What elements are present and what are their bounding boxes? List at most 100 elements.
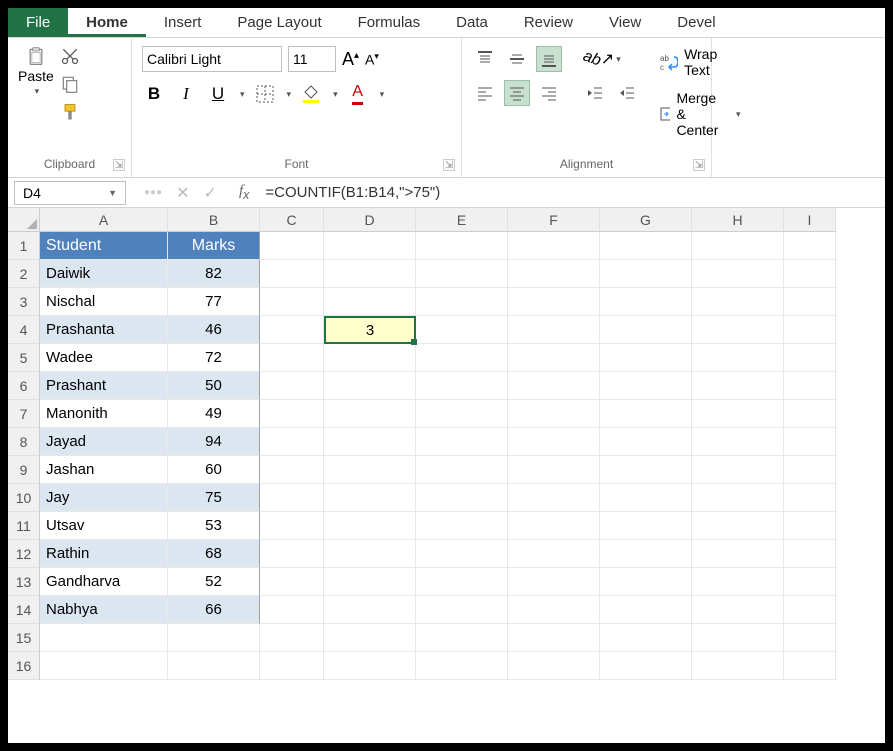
- cell-I5[interactable]: [784, 344, 836, 372]
- cell-A5[interactable]: Wadee: [40, 344, 168, 372]
- cell-F4[interactable]: [508, 316, 600, 344]
- cell-H6[interactable]: [692, 372, 784, 400]
- cell-C16[interactable]: [260, 652, 324, 680]
- cell-A3[interactable]: Nischal: [40, 288, 168, 316]
- cell-F14[interactable]: [508, 596, 600, 624]
- cell-C15[interactable]: [260, 624, 324, 652]
- cell-D7[interactable]: [324, 400, 416, 428]
- fx-button[interactable]: fx: [229, 183, 259, 202]
- cell-F12[interactable]: [508, 540, 600, 568]
- cell-B7[interactable]: 49: [168, 400, 260, 428]
- cell-C2[interactable]: [260, 260, 324, 288]
- menu-file[interactable]: File: [8, 8, 68, 37]
- increase-font-button[interactable]: A▴: [342, 49, 359, 70]
- cell-C1[interactable]: [260, 232, 324, 260]
- cell-C14[interactable]: [260, 596, 324, 624]
- column-header-A[interactable]: A: [40, 208, 168, 232]
- cell-D3[interactable]: [324, 288, 416, 316]
- cell-G5[interactable]: [600, 344, 692, 372]
- cell-D2[interactable]: [324, 260, 416, 288]
- cell-C13[interactable]: [260, 568, 324, 596]
- cell-E3[interactable]: [416, 288, 508, 316]
- cell-G11[interactable]: [600, 512, 692, 540]
- column-header-C[interactable]: C: [260, 208, 324, 232]
- name-box[interactable]: D4 ▼: [14, 181, 126, 205]
- cell-H10[interactable]: [692, 484, 784, 512]
- cell-I9[interactable]: [784, 456, 836, 484]
- cell-H4[interactable]: [692, 316, 784, 344]
- cell-D1[interactable]: [324, 232, 416, 260]
- cell-D9[interactable]: [324, 456, 416, 484]
- border-button[interactable]: [253, 82, 277, 106]
- cell-B4[interactable]: 46: [168, 316, 260, 344]
- cell-I12[interactable]: [784, 540, 836, 568]
- font-name-select[interactable]: [142, 46, 282, 72]
- cell-G10[interactable]: [600, 484, 692, 512]
- cell-D8[interactable]: [324, 428, 416, 456]
- cell-G12[interactable]: [600, 540, 692, 568]
- underline-button[interactable]: U: [206, 82, 230, 106]
- font-size-select[interactable]: [288, 46, 336, 72]
- cell-A10[interactable]: Jay: [40, 484, 168, 512]
- column-header-D[interactable]: D: [324, 208, 416, 232]
- cell-A14[interactable]: Nabhya: [40, 596, 168, 624]
- cell-E15[interactable]: [416, 624, 508, 652]
- cell-H5[interactable]: [692, 344, 784, 372]
- align-center-button[interactable]: [504, 80, 530, 106]
- cell-E14[interactable]: [416, 596, 508, 624]
- cell-B15[interactable]: [168, 624, 260, 652]
- cell-A16[interactable]: [40, 652, 168, 680]
- cell-F10[interactable]: [508, 484, 600, 512]
- menu-home[interactable]: Home: [68, 8, 146, 37]
- row-header-8[interactable]: 8: [8, 428, 40, 456]
- cell-B9[interactable]: 60: [168, 456, 260, 484]
- cell-G6[interactable]: [600, 372, 692, 400]
- cell-C8[interactable]: [260, 428, 324, 456]
- cell-D5[interactable]: [324, 344, 416, 372]
- font-color-button[interactable]: A: [346, 82, 370, 106]
- cell-G7[interactable]: [600, 400, 692, 428]
- cell-D11[interactable]: [324, 512, 416, 540]
- cell-G3[interactable]: [600, 288, 692, 316]
- cell-B12[interactable]: 68: [168, 540, 260, 568]
- cell-I14[interactable]: [784, 596, 836, 624]
- cell-C11[interactable]: [260, 512, 324, 540]
- cell-I15[interactable]: [784, 624, 836, 652]
- menu-view[interactable]: View: [591, 8, 659, 37]
- wrap-text-button[interactable]: abc Wrap Text: [660, 46, 741, 78]
- column-header-B[interactable]: B: [168, 208, 260, 232]
- cell-B13[interactable]: 52: [168, 568, 260, 596]
- align-bottom-button[interactable]: [536, 46, 562, 72]
- cell-I1[interactable]: [784, 232, 836, 260]
- font-dialog-launcher[interactable]: ⇲: [443, 159, 455, 171]
- cell-G2[interactable]: [600, 260, 692, 288]
- cell-E7[interactable]: [416, 400, 508, 428]
- cell-C5[interactable]: [260, 344, 324, 372]
- cell-G15[interactable]: [600, 624, 692, 652]
- cell-G8[interactable]: [600, 428, 692, 456]
- decrease-font-button[interactable]: A▾: [365, 51, 379, 68]
- column-header-E[interactable]: E: [416, 208, 508, 232]
- cell-D13[interactable]: [324, 568, 416, 596]
- cell-E16[interactable]: [416, 652, 508, 680]
- cell-E4[interactable]: [416, 316, 508, 344]
- cell-H11[interactable]: [692, 512, 784, 540]
- cell-F7[interactable]: [508, 400, 600, 428]
- cell-F11[interactable]: [508, 512, 600, 540]
- paste-button[interactable]: Paste ▾: [18, 46, 54, 122]
- cell-I4[interactable]: [784, 316, 836, 344]
- cell-H16[interactable]: [692, 652, 784, 680]
- cell-D14[interactable]: [324, 596, 416, 624]
- cell-B5[interactable]: 72: [168, 344, 260, 372]
- cell-A8[interactable]: Jayad: [40, 428, 168, 456]
- cell-H14[interactable]: [692, 596, 784, 624]
- cell-E2[interactable]: [416, 260, 508, 288]
- cell-H9[interactable]: [692, 456, 784, 484]
- cell-C7[interactable]: [260, 400, 324, 428]
- cell-B14[interactable]: 66: [168, 596, 260, 624]
- cell-I6[interactable]: [784, 372, 836, 400]
- cell-B8[interactable]: 94: [168, 428, 260, 456]
- cell-C9[interactable]: [260, 456, 324, 484]
- cell-E5[interactable]: [416, 344, 508, 372]
- cell-I13[interactable]: [784, 568, 836, 596]
